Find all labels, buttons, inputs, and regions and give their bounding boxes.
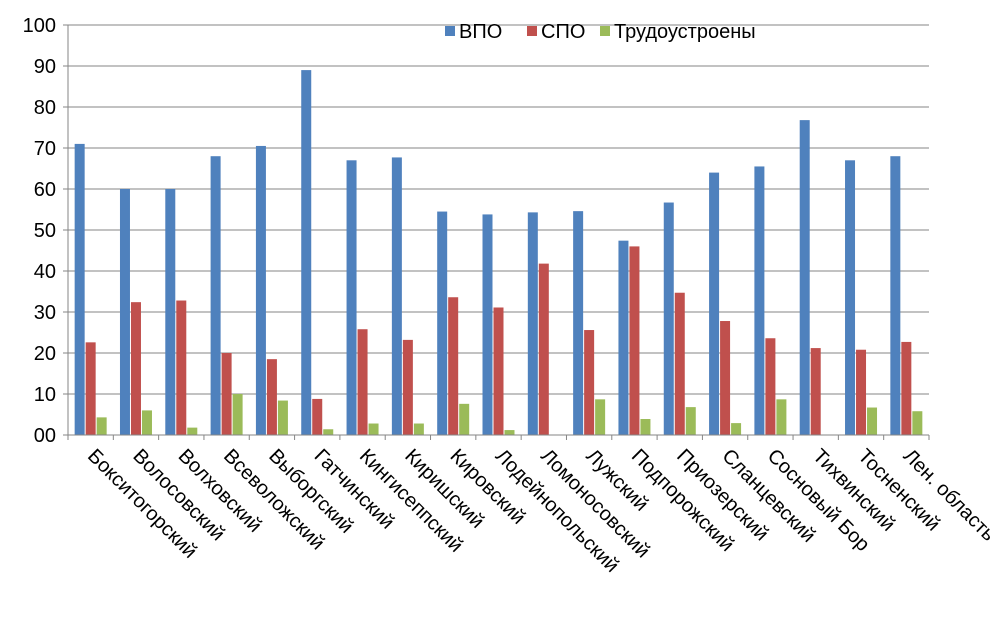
bar-spo: [584, 330, 595, 435]
bar-employed: [96, 417, 107, 435]
bar-employed: [187, 427, 198, 435]
legend-swatch: [600, 26, 610, 36]
bar-vpo: [709, 172, 720, 435]
bar-spo: [221, 353, 232, 435]
bar-spo: [266, 359, 277, 435]
bar-vpo: [482, 214, 493, 435]
legend-label: СПО: [541, 21, 585, 43]
bar-spo: [765, 338, 776, 435]
bar-vpo: [527, 212, 538, 435]
bar-spo: [312, 398, 323, 435]
bar-spo: [176, 300, 187, 435]
bar-vpo: [301, 70, 312, 435]
bar-employed: [504, 430, 515, 435]
bar-spo: [720, 321, 731, 435]
bar-employed: [731, 423, 742, 435]
bar-employed: [141, 410, 152, 435]
bar-vpo: [845, 160, 856, 436]
bar-spo: [538, 263, 549, 435]
bar-spo: [357, 329, 368, 435]
bar-vpo: [255, 145, 266, 435]
bar-vpo: [890, 156, 901, 435]
bar-employed: [232, 394, 243, 435]
legend-label: Трудоустроены: [614, 21, 756, 43]
legend-label: ВПО: [459, 21, 502, 43]
bar-spo: [130, 302, 141, 435]
bar-employed: [277, 400, 288, 435]
y-tick-label: 00: [34, 425, 56, 447]
bar-spo: [402, 339, 413, 435]
bar-vpo: [799, 120, 810, 436]
y-tick-label: 30: [34, 302, 56, 324]
y-tick-label: 100: [23, 15, 56, 37]
bar-vpo: [618, 240, 629, 435]
bar-employed: [685, 407, 696, 435]
bar-vpo: [437, 211, 448, 435]
y-tick-label: 70: [34, 138, 56, 160]
bar-vpo: [165, 189, 176, 435]
bar-spo: [85, 342, 96, 435]
bar-vpo: [391, 157, 402, 435]
bar-vpo: [119, 189, 130, 435]
legend: ВПО СПО Трудоустроены: [445, 21, 756, 43]
y-tick-label: 80: [34, 97, 56, 119]
bar-employed: [867, 407, 878, 435]
bar-employed: [368, 423, 379, 435]
bar-spo: [901, 341, 912, 435]
bar-spo: [493, 307, 504, 435]
bar-employed: [323, 429, 334, 435]
bar-spo: [810, 348, 821, 435]
y-tick-labels: 00 10 20 30 40 50 60 70 80 90 100: [23, 15, 56, 447]
axes: [63, 24, 930, 440]
bar-spo: [674, 292, 685, 435]
bar-vpo: [210, 156, 221, 435]
bar-spo: [856, 349, 867, 435]
bar-spo: [448, 297, 459, 435]
bar-vpo: [74, 143, 85, 435]
y-tick-label: 40: [34, 261, 56, 283]
bar-employed: [776, 399, 787, 435]
bar-employed: [413, 423, 424, 435]
y-tick-label: 20: [34, 343, 56, 365]
y-tick-label: 60: [34, 179, 56, 201]
y-tick-label: 10: [34, 384, 56, 406]
bar-spo: [629, 246, 640, 435]
y-tick-label: 50: [34, 220, 56, 242]
bar-employed: [912, 411, 923, 435]
y-tick-label: 90: [34, 56, 56, 78]
legend-swatch: [527, 26, 537, 36]
bar-vpo: [573, 211, 584, 435]
bar-employed: [459, 403, 470, 435]
bar-vpo: [663, 202, 674, 435]
x-tick-labels: БокситогорскийВолосовскийВолховскийВсево…: [83, 445, 999, 577]
bar-employed: [595, 399, 606, 435]
bar-employed: [640, 419, 651, 435]
legend-swatch: [445, 26, 455, 36]
bar-vpo: [346, 160, 357, 436]
bars: [74, 70, 923, 436]
bar-vpo: [754, 166, 765, 435]
